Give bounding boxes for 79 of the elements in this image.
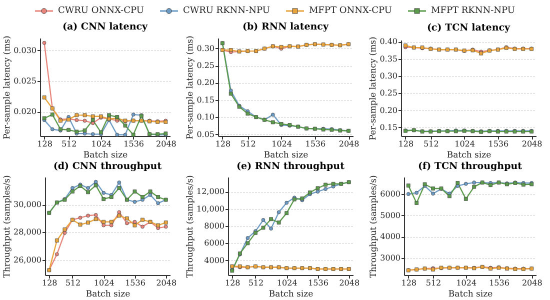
y-tick-label: 0.025 <box>14 76 36 86</box>
y-tick-label: 6000 <box>380 190 400 199</box>
y-tick-label: 6000 <box>204 238 224 248</box>
x-tick-label: 1536 <box>124 140 144 148</box>
y-tick-label: 30,000 <box>14 200 42 210</box>
y-axis-title: Per-sample latency (ms) <box>368 36 379 140</box>
x-tick-label: 512 <box>240 140 256 148</box>
x-tick-label: 1024 <box>272 140 292 148</box>
x-tick-label: 2048 <box>522 278 542 288</box>
y-tick-label: 12,000 <box>196 187 224 196</box>
x-axis-title: Batch size <box>448 290 493 300</box>
y-tick-label: 4000 <box>204 256 224 265</box>
y-tick-label: 5000 <box>380 210 400 220</box>
x-tick-label: 1024 <box>456 278 477 288</box>
y-tick-label: 0.20 <box>196 78 214 88</box>
x-tick-label: 2048 <box>339 278 360 288</box>
x-tick-label: 512 <box>65 278 81 288</box>
chart-title: (e) RNN throughput <box>236 161 346 172</box>
x-tick-label: 2048 <box>522 140 542 148</box>
legend-label: CWRU RKNN-NPU <box>182 6 270 16</box>
x-axis-title: Batch size <box>264 150 308 160</box>
x-tick-label: 1536 <box>489 278 510 288</box>
x-tick-label: 1536 <box>125 278 146 288</box>
x-tick-label: 512 <box>424 140 439 148</box>
x-tick-label: 512 <box>248 278 264 288</box>
y-tick-label: 0.25 <box>380 88 398 98</box>
legend-label: CWRU ONNX-CPU <box>58 6 144 16</box>
x-tick-label: 128 <box>398 140 414 148</box>
x-tick-label: 128 <box>215 140 231 148</box>
x-axis-title: Batch size <box>83 150 128 160</box>
y-tick-label: 8000 <box>204 222 224 230</box>
chart-title: (d) CNN throughput <box>53 161 162 172</box>
y-tick-label: 0.30 <box>380 72 398 80</box>
y-tick-label: 4000 <box>380 232 400 242</box>
x-tick-label: 1024 <box>454 140 475 148</box>
x-tick-label: 2048 <box>338 140 360 148</box>
y-tick-label: 3000 <box>380 253 400 262</box>
x-tick-label: 1024 <box>91 140 112 148</box>
y-axis-title: Throughput (samples/s) <box>2 175 13 278</box>
x-tick-label: 1024 <box>276 278 298 288</box>
y-axis-title: Per-sample latency (ms) <box>2 36 13 140</box>
x-tick-label: 512 <box>61 140 77 148</box>
x-tick-label: 1024 <box>94 278 114 288</box>
chart-title: (a) CNN latency <box>62 22 148 33</box>
x-tick-label: 128 <box>42 278 58 288</box>
y-tick-label: 0.020 <box>14 107 36 116</box>
y-tick-label: 0.40 <box>380 37 398 46</box>
x-axis-title: Batch size <box>86 290 130 300</box>
x-tick-label: 1536 <box>488 140 509 148</box>
y-tick-label: 0.05 <box>196 130 214 139</box>
x-tick-label: 1536 <box>305 140 326 148</box>
x-axis-title: Batch size <box>446 150 492 160</box>
x-tick-label: 512 <box>426 278 442 288</box>
x-tick-label: 2048 <box>156 140 176 148</box>
y-tick-label: 0.35 <box>380 54 398 64</box>
y-axis-title: Throughput (samples/s) <box>186 175 196 278</box>
y-axis-title: Throughput (samples/s) <box>369 175 380 278</box>
y-tick-label: 10,000 <box>196 204 224 214</box>
y-tick-label: 0.15 <box>380 122 398 132</box>
legend-label: MFPT ONNX-CPU <box>308 6 392 16</box>
x-axis-title: Batch size <box>268 290 314 300</box>
y-tick-label: 0.030 <box>14 46 36 55</box>
y-axis-title: Per-sample latency (ms) <box>186 36 196 140</box>
y-tick-label: 28,000 <box>14 228 42 237</box>
legend-label: MFPT RKNN-NPU <box>430 6 516 16</box>
x-tick-label: 128 <box>224 278 240 288</box>
y-tick-label: 0.30 <box>196 44 214 53</box>
y-tick-label: 0.25 <box>196 61 214 70</box>
chart-title: (b) RNN latency <box>242 22 329 33</box>
y-tick-label: 0.10 <box>196 112 214 122</box>
x-tick-label: 128 <box>37 140 52 148</box>
x-tick-label: 128 <box>401 278 417 288</box>
y-tick-label: 0.20 <box>380 106 398 115</box>
y-tick-label: 0.15 <box>196 95 214 104</box>
chart-title: (f) TCN throughput <box>418 161 523 172</box>
chart-title: (c) TCN latency <box>426 22 511 34</box>
x-tick-label: 2048 <box>156 278 177 288</box>
x-tick-label: 1536 <box>308 278 328 288</box>
y-tick-label: 26,000 <box>14 255 42 264</box>
